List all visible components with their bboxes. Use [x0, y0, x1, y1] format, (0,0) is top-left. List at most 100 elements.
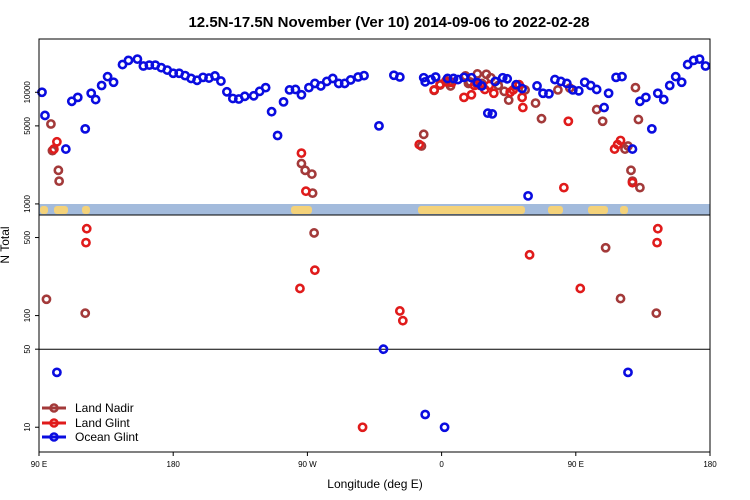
point-ocean-glint: [278, 96, 289, 107]
point-land-nadir: [597, 116, 608, 127]
point-ocean-glint: [652, 88, 663, 99]
point-land-nadir: [54, 176, 65, 187]
point-ocean-glint: [603, 88, 614, 99]
point-ocean-glint: [561, 78, 572, 89]
point-land-glint: [301, 186, 311, 197]
point-land-glint: [296, 148, 307, 159]
land-patch: [588, 206, 608, 214]
legend: Land Nadir Land Glint Ocean Glint: [42, 401, 139, 444]
point-ocean-glint: [476, 81, 487, 91]
point-land-glint: [563, 116, 574, 127]
point-land-nadir: [306, 169, 317, 179]
point-ocean-glint: [532, 81, 542, 91]
point-land-nadir: [530, 98, 541, 108]
point-land-glint: [459, 92, 469, 103]
point-land-glint: [81, 223, 92, 234]
chart-title: 12.5N-17.5N November (Ver 10) 2014-09-06…: [188, 14, 589, 31]
point-land-nadir: [53, 165, 64, 176]
point-land-nadir: [635, 182, 645, 193]
y-tick-label: 10000: [23, 81, 32, 104]
point-ocean-glint: [296, 89, 307, 100]
point-ocean-glint: [670, 71, 681, 82]
point-ocean-glint: [60, 144, 71, 154]
y-tick-label: 500: [23, 230, 32, 244]
legend-label-ocean-glint: Ocean Glint: [75, 430, 139, 444]
point-ocean-glint: [86, 88, 97, 99]
point-land-nadir: [80, 308, 91, 319]
point-ocean-glint: [599, 102, 610, 113]
land-patch: [82, 206, 90, 214]
legend-marker-land-nadir: [49, 403, 59, 413]
point-land-glint: [652, 223, 663, 234]
point-ocean-glint: [490, 76, 501, 87]
point-land-glint: [295, 283, 305, 294]
point-ocean-glint: [260, 82, 271, 93]
y-tick-label: 10: [23, 422, 32, 431]
point-land-glint: [466, 89, 477, 100]
reference-lines: [39, 214, 710, 350]
point-ocean-glint: [327, 73, 338, 84]
point-ocean-glint: [123, 55, 134, 66]
y-tick-label: 100: [23, 308, 32, 322]
legend-marker-land-glint: [49, 418, 59, 428]
point-land-nadir: [633, 114, 644, 125]
land-patch: [548, 206, 563, 214]
point-ocean-glint: [272, 130, 283, 141]
legend-label-land-nadir: Land Nadir: [75, 401, 134, 415]
x-axis-label: Longitude (deg E): [327, 477, 422, 491]
point-land-nadir: [651, 308, 662, 319]
point-ocean-glint: [108, 77, 119, 88]
plot-frame: [38, 38, 711, 453]
legend-entry-land-nadir: Land Nadir: [42, 401, 134, 415]
point-land-nadir: [418, 129, 429, 140]
point-ocean-glint: [658, 94, 669, 105]
y-axis-label: N Total: [0, 226, 12, 263]
point-land-nadir: [630, 82, 641, 93]
point-ocean-glint: [676, 77, 687, 88]
point-land-nadir: [536, 113, 547, 124]
point-land-glint: [575, 283, 586, 294]
point-land-glint: [429, 85, 440, 95]
point-land-glint: [309, 265, 320, 276]
point-ocean-glint: [646, 123, 657, 134]
point-ocean-glint: [502, 73, 513, 84]
point-ocean-glint: [80, 123, 91, 134]
world-map-band: [39, 204, 710, 215]
point-land-nadir: [600, 242, 611, 253]
point-land-nadir: [309, 228, 320, 238]
point-ocean-glint: [482, 108, 493, 119]
point-ocean-glint: [90, 94, 101, 105]
y-tick-label: 5000: [23, 116, 32, 134]
point-land-glint: [394, 306, 405, 316]
legend-marker-ocean-glint: [49, 432, 59, 442]
point-ocean-glint: [315, 81, 326, 91]
x-tick-label: 180: [703, 460, 717, 469]
point-land-nadir: [46, 119, 56, 129]
legend-entry-land-glint: Land Glint: [42, 416, 130, 430]
point-land-glint: [517, 102, 528, 113]
point-land-glint: [51, 136, 62, 147]
land-patch: [54, 206, 68, 214]
point-ocean-glint: [374, 120, 384, 131]
point-ocean-glint: [573, 85, 584, 96]
x-tick-label: 90 W: [298, 460, 317, 469]
point-land-glint: [627, 177, 638, 188]
point-ocean-glint: [523, 190, 533, 201]
y-axis: 10 50 100 500 1000 5000 10000: [23, 81, 39, 432]
legend-entry-ocean-glint: Ocean Glint: [42, 430, 139, 444]
x-tick-label: 90 E: [31, 460, 47, 469]
point-land-glint: [357, 422, 368, 433]
point-land-glint: [397, 315, 408, 326]
point-land-glint: [652, 237, 662, 248]
land-patch: [40, 206, 48, 214]
point-ocean-glint: [290, 84, 301, 95]
point-ocean-glint: [210, 71, 220, 81]
ocean-band: [39, 204, 710, 215]
point-land-nadir: [591, 104, 602, 115]
point-ocean-glint: [497, 72, 508, 83]
point-ocean-glint: [544, 88, 554, 99]
point-ocean-glint: [623, 367, 633, 378]
point-ocean-glint: [72, 92, 83, 103]
point-ocean-glint: [591, 84, 602, 95]
